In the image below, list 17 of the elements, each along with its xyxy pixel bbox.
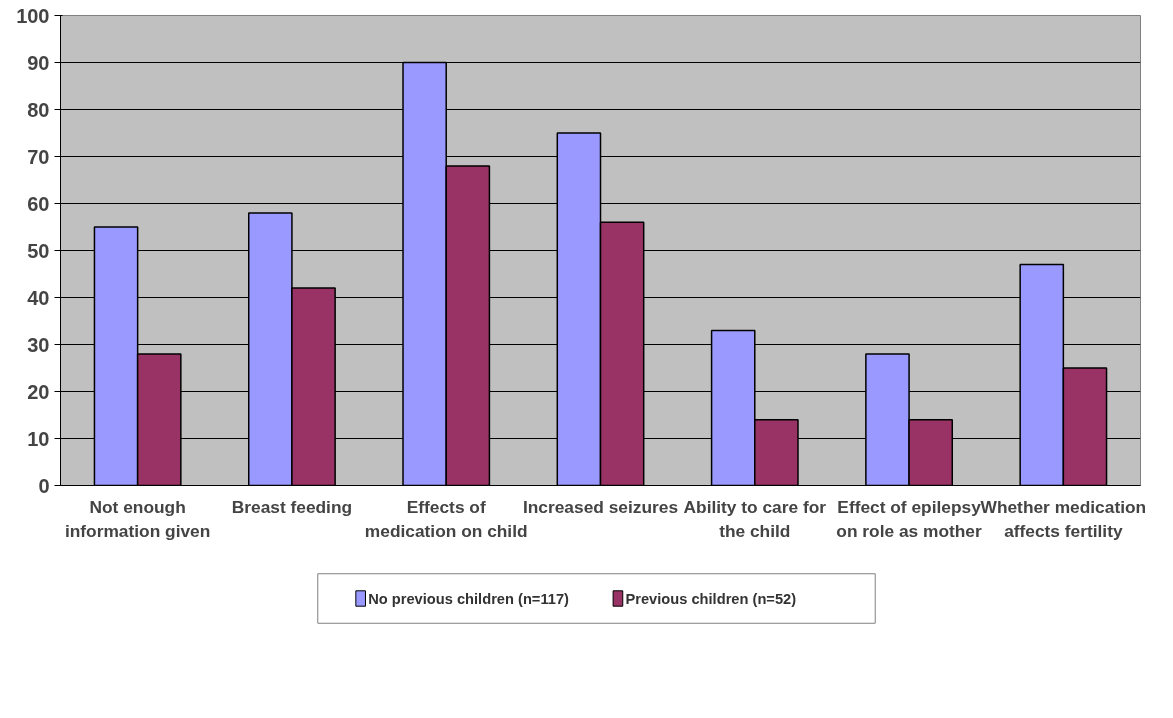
legend-label: Previous children (n=52) (625, 590, 797, 607)
x-tick-label: Ability to care for the child (683, 496, 827, 541)
y-tick-label: 60 (27, 192, 50, 215)
y-tick-label: 90 (27, 51, 50, 74)
x-tick-label: Breast feeding (231, 496, 353, 517)
y-tick-label: 100 (16, 4, 50, 27)
y-tick-label: 30 (27, 333, 50, 356)
y-tick-label: 10 (27, 427, 50, 450)
y-tick-label: 50 (27, 239, 50, 262)
y-tick-label: 80 (27, 98, 50, 121)
y-tick-label: 20 (27, 380, 50, 403)
y-tick-label: 0 (38, 474, 50, 497)
y-tick-label: 40 (27, 286, 50, 309)
x-tick-label: Effect of epilepsy on role as mother (836, 496, 983, 541)
y-tick-label: 70 (27, 145, 50, 168)
x-tick-label: Not enough information given (64, 496, 211, 541)
legend-label: No previous children (n=117) (368, 590, 570, 607)
